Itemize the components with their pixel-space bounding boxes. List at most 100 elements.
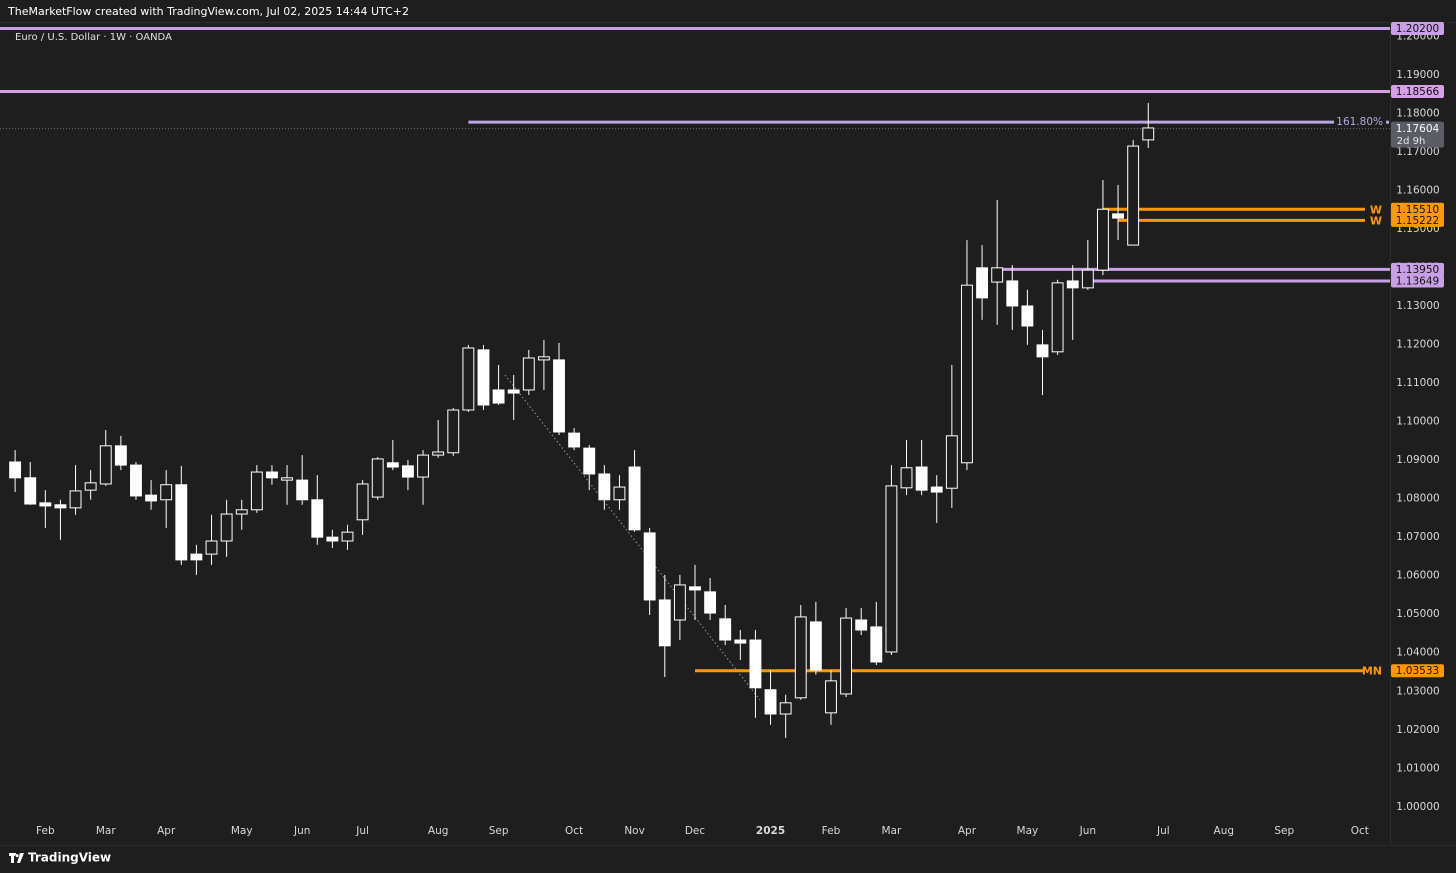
candle-body [885,485,898,653]
candle-body [537,356,550,361]
candle-body [734,639,747,644]
candle-body [1066,280,1079,289]
x-tick-label: May [231,825,253,837]
level-price-box [1391,213,1444,227]
candle-body [1051,282,1064,353]
x-tick-label: Feb [36,825,55,837]
level-label: 161.80% [1336,116,1383,128]
x-tick-label: 2025 [756,825,785,837]
x-tick-label: Aug [428,825,449,837]
candle-body [69,490,82,509]
level-price-box [1391,664,1444,678]
level-tag: W [1370,214,1382,227]
candle-body [235,509,248,515]
x-tick-label: Apr [157,825,176,837]
candle-body [220,513,233,542]
candle-body [628,466,641,531]
y-tick-label: 1.19000 [1396,69,1439,81]
x-tick-label: Jul [355,825,369,837]
candle-body [915,466,928,491]
candle-body [1021,305,1034,327]
candle-body [311,499,324,538]
level-tag: W [1370,203,1382,216]
candle-body [54,504,67,509]
candle-body [462,347,475,411]
candle-body [900,467,913,489]
candle-body [205,540,218,555]
candle-body [825,680,837,714]
candle-body [1096,208,1109,271]
x-tick-label: Jun [293,825,310,837]
current-price-label: 1.17604 [1396,123,1440,135]
x-tick-label: Dec [685,825,706,837]
y-tick-label: 1.16000 [1396,184,1439,196]
candle-body [84,482,97,491]
candle-body [779,702,792,715]
candle-body [809,621,822,671]
candle-body [24,477,37,505]
x-tick-label: Apr [958,825,977,837]
candle-body [190,553,203,561]
candle-body [477,349,490,406]
candle-body [991,267,1004,283]
level-price-box [1391,85,1444,99]
candle-body [401,465,414,478]
y-tick-label: 1.10000 [1396,416,1439,428]
y-tick-label: 1.00000 [1396,801,1439,813]
x-tick-label: Nov [624,825,645,837]
brand-logo [9,853,24,863]
candle-body [613,486,626,501]
candle-body [719,618,732,641]
y-tick-label: 1.07000 [1396,531,1439,543]
level-price-box [1391,22,1444,36]
candle-body [492,389,505,404]
candle-body [1006,280,1019,307]
candle-body [175,484,188,561]
y-tick-label: 1.11000 [1396,377,1439,389]
level-price-box [1391,274,1444,288]
x-tick-label: Feb [822,825,841,837]
candle-body [961,284,973,464]
candle-body [9,461,22,479]
candle-body [749,639,762,689]
y-tick-label: 1.05000 [1396,608,1439,620]
candle-body [266,471,278,479]
candle-body [371,458,384,498]
level-price-label: 1.15222 [1396,215,1439,227]
x-tick-label: Sep [489,825,509,837]
x-tick-label: May [1017,825,1039,837]
candle-body [643,532,656,601]
candle-body [794,616,807,699]
level-price-label: 1.20200 [1396,23,1439,35]
candle-body [764,689,777,715]
candle-body [160,484,173,501]
level-price-label: 1.13649 [1396,275,1439,287]
y-tick-label: 1.17000 [1396,146,1439,158]
current-price-box [1391,121,1444,148]
candle-body [250,471,263,511]
candle-body [930,486,943,493]
y-tick-label: 1.04000 [1396,647,1439,659]
candle-body [976,267,989,299]
candle-body [281,477,294,481]
candle-body [840,617,853,695]
y-tick-label: 1.03000 [1396,685,1439,697]
brand: TradingView [28,851,111,865]
level-tag: MN [1362,665,1382,678]
candle-body [522,357,535,391]
y-tick-label: 1.09000 [1396,454,1439,466]
candle-body [417,454,429,478]
y-tick-label: 1.02000 [1396,724,1439,736]
candle-body [326,536,339,542]
candle-body [341,531,354,542]
level-price-box [1391,262,1444,276]
level-end-marker [1386,120,1389,124]
candle-body [507,389,520,394]
chart-title: Euro / U.S. Dollar · 1W · OANDA [15,32,172,43]
candle-body [658,599,671,647]
x-tick-label: Oct [565,825,583,837]
candle-body [1036,344,1049,358]
level-price-box [1391,202,1444,216]
candle-body [945,435,958,489]
